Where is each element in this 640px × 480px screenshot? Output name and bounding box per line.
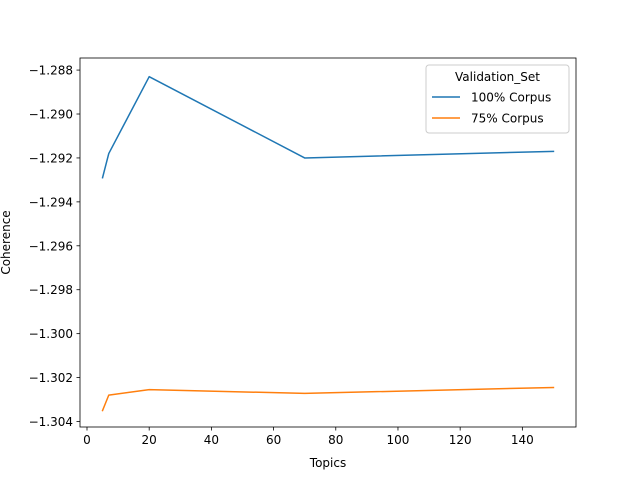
series-line-100pct-corpus bbox=[101, 75, 555, 179]
axes-frame bbox=[79, 57, 577, 428]
y-tick-label: −1.296 bbox=[29, 239, 73, 253]
y-tick-label: −1.302 bbox=[29, 371, 73, 385]
x-tick-label: 120 bbox=[449, 433, 472, 447]
x-axis-label: Topics bbox=[309, 456, 346, 470]
x-tick-label: 20 bbox=[142, 433, 157, 447]
legend-entry-label: 100% Corpus bbox=[471, 91, 551, 105]
x-tick-label: 140 bbox=[511, 433, 534, 447]
x-tick-label: 80 bbox=[328, 433, 343, 447]
legend-title: Validation_Set bbox=[455, 70, 540, 84]
y-tick-label: −1.294 bbox=[29, 195, 73, 209]
y-tick-label: −1.300 bbox=[29, 327, 73, 341]
legend-box bbox=[425, 64, 570, 134]
series-lines bbox=[101, 75, 555, 412]
x-tick-label: 40 bbox=[204, 433, 219, 447]
y-tick-label: −1.298 bbox=[29, 283, 73, 297]
y-axis-ticks: −1.288 −1.290 −1.292 −1.294 −1.296 −1.298 −1.3… bbox=[29, 64, 80, 429]
x-tick-label: 0 bbox=[83, 433, 91, 447]
y-tick-label: −1.292 bbox=[29, 151, 73, 165]
legend-entries: 100% Corpus 75% Corpus bbox=[432, 91, 551, 126]
y-tick-label: −1.290 bbox=[29, 108, 73, 122]
y-axis-label: Coherence bbox=[0, 210, 13, 274]
y-tick-label: −1.304 bbox=[29, 415, 73, 429]
legend: Validation_Set 100% Corpus 75% Corpus bbox=[425, 64, 570, 134]
legend-entry-label: 75% Corpus bbox=[471, 112, 544, 126]
x-tick-label: 100 bbox=[387, 433, 410, 447]
series-line-75pct-corpus bbox=[101, 386, 555, 412]
x-axis-ticks: 0 20 40 60 80 100 120 140 bbox=[83, 427, 534, 447]
y-tick-label: −1.288 bbox=[29, 64, 73, 78]
x-tick-label: 60 bbox=[266, 433, 281, 447]
